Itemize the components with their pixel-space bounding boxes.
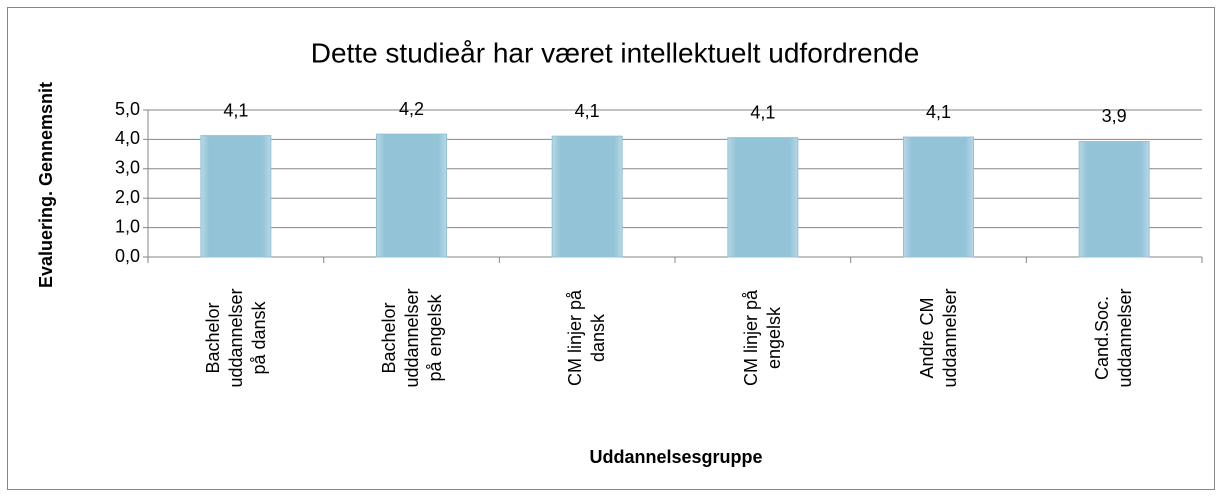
- data-label: 4,1: [575, 101, 600, 121]
- y-tick-label: 0,0: [115, 246, 140, 266]
- x-tick-label: CM linjer på engelsk: [740, 289, 784, 387]
- data-label: 3,9: [1102, 106, 1127, 126]
- bar: [1078, 140, 1150, 258]
- y-tick-label: 2,0: [115, 187, 140, 207]
- y-tick-label: 1,0: [115, 216, 140, 236]
- bar: [727, 137, 799, 258]
- data-label: 4,1: [750, 102, 775, 122]
- x-tick-label: Bachelor uddannelser på dansk: [202, 288, 269, 388]
- bar: [376, 133, 447, 258]
- data-label: 4,1: [926, 102, 951, 122]
- y-tick-label: 4,0: [115, 128, 140, 148]
- x-tick-label: Andre CM uddannelser: [916, 288, 960, 388]
- bar: [903, 136, 974, 258]
- bar: [551, 135, 623, 258]
- x-tick-label: Cand.Soc. uddannelser: [1092, 288, 1136, 388]
- x-tick-label: Bachelor uddannelser på engelsk: [378, 288, 444, 388]
- chart-title: Dette studieår har været intellektuelt u…: [311, 37, 920, 68]
- y-tick-label: 5,0: [115, 99, 140, 119]
- y-tick-label: 3,0: [115, 158, 140, 178]
- x-tick-label: CM linjer på dansk: [565, 289, 609, 387]
- data-label: 4,2: [399, 99, 424, 119]
- x-axis-label: Uddannelsesgruppe: [589, 447, 762, 467]
- bar: [200, 135, 272, 258]
- data-label: 4,1: [223, 100, 248, 120]
- y-axis-label: Evaluering. Gennemsnit: [36, 82, 56, 288]
